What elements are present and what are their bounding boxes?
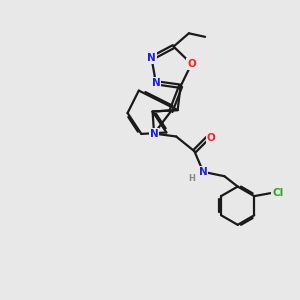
Text: O: O <box>207 133 216 143</box>
Text: Cl: Cl <box>272 188 284 198</box>
Text: O: O <box>187 59 196 69</box>
Text: N: N <box>147 53 156 63</box>
Text: N: N <box>150 128 158 139</box>
Text: N: N <box>152 78 160 88</box>
Text: N: N <box>199 167 208 177</box>
Text: H: H <box>189 174 196 183</box>
